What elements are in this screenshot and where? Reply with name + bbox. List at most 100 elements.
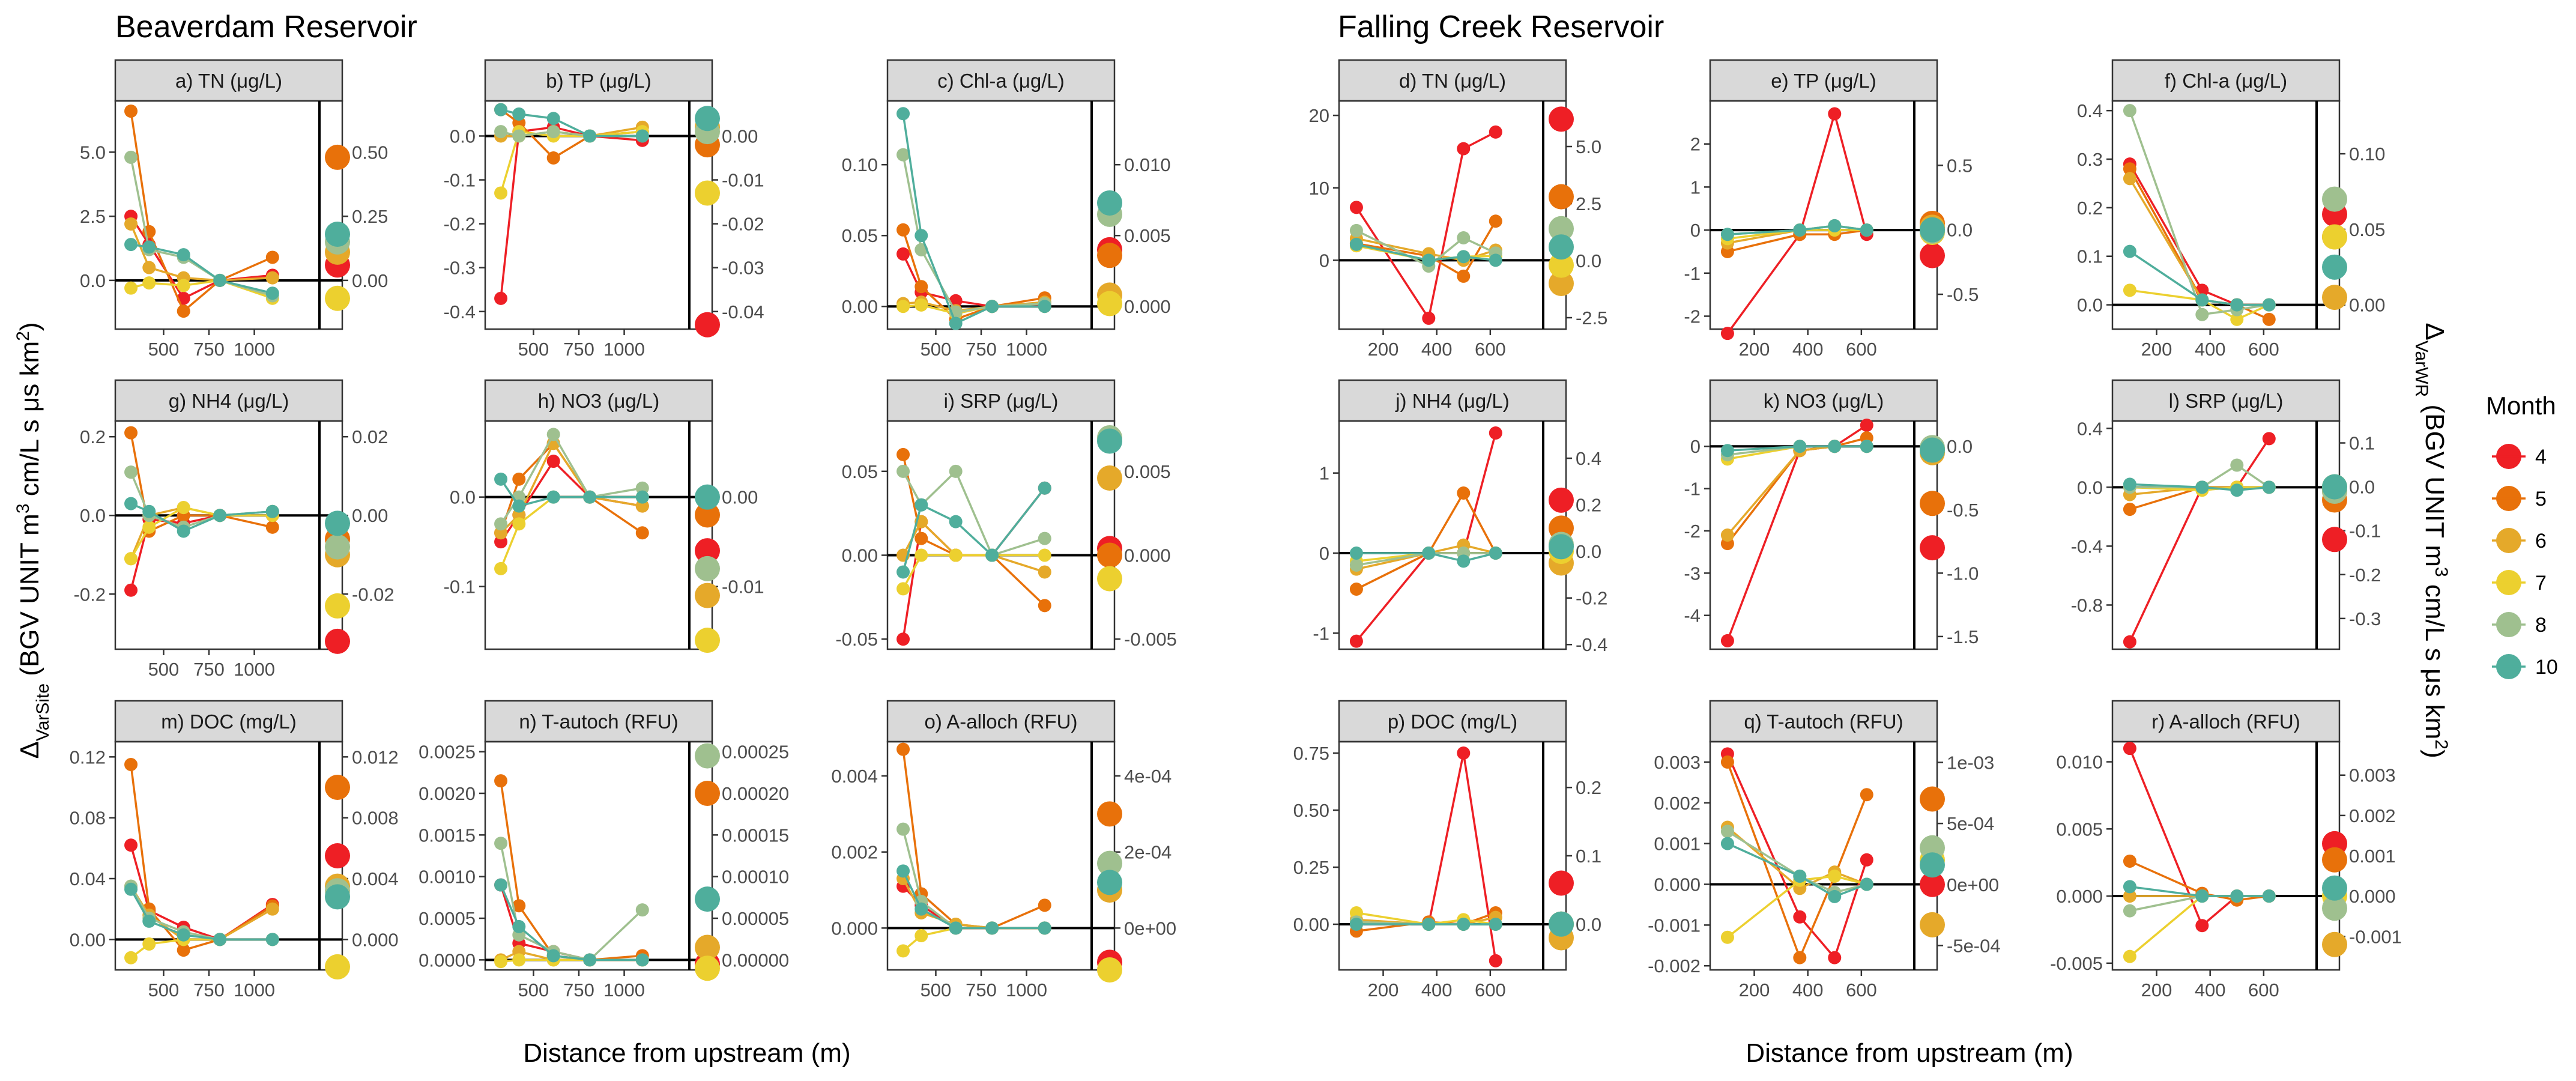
wr-point-month-7 — [325, 285, 350, 311]
point-month-8 — [896, 822, 910, 836]
point-month-10 — [1860, 223, 1873, 237]
y2-tick-label: 0.003 — [2349, 765, 2396, 786]
x-tick-label: 1000 — [603, 980, 645, 1001]
point-month-10 — [915, 902, 928, 916]
x-tick-label: 750 — [193, 980, 225, 1001]
series-line-month-8 — [1726, 830, 1867, 894]
y2-tick-label: 0.00000 — [722, 949, 789, 970]
x-tick-label: 1000 — [1006, 339, 1047, 360]
y-tick-label: 0.010 — [2056, 752, 2103, 773]
point-month-8 — [2195, 307, 2209, 321]
y-tick-label: 0.000 — [831, 918, 878, 939]
series-line-month-10 — [2129, 483, 2269, 491]
point-month-4 — [1489, 426, 1502, 440]
point-month-10 — [512, 107, 526, 121]
panel-17: q) T-autoch (RFU) -0.002 -0.001 0.000 0.001 0… — [1648, 700, 2001, 1001]
wr-point-month-6 — [695, 934, 720, 960]
point-month-5 — [896, 447, 910, 461]
y2-tick-label: 0.010 — [1124, 154, 1171, 175]
y-tick-label: 0.0020 — [419, 783, 476, 804]
panel-frame — [1338, 100, 1567, 330]
x-tick-label: 1000 — [603, 339, 645, 360]
point-month-10 — [2123, 880, 2136, 894]
point-month-10 — [985, 300, 999, 313]
x-tick-label: 500 — [148, 980, 180, 1001]
point-month-5 — [124, 426, 138, 440]
y2-tick-label: -0.005 — [1124, 629, 1177, 650]
wr-point-month-10 — [1920, 852, 1945, 878]
right-y-axis-title: ΔVarWR (BGV UNIT m3 cm/L s μs km2) — [2412, 322, 2452, 758]
point-month-8 — [124, 150, 138, 164]
y2-tick-label: 0.000 — [2349, 886, 2396, 907]
point-month-10 — [2195, 889, 2209, 903]
panel-strip-label: f) Chl-a (μg/L) — [2165, 70, 2287, 92]
x-tick-label: 750 — [966, 339, 997, 360]
wr-point-month-5 — [1549, 184, 1574, 210]
wr-point-month-8 — [2322, 895, 2347, 921]
point-month-10 — [494, 472, 508, 486]
point-month-5 — [896, 742, 910, 756]
point-month-5 — [1860, 788, 1873, 802]
point-month-7 — [1349, 906, 1363, 919]
y-tick-label: 0.0005 — [419, 908, 476, 929]
ylabel-right-text: (BGV UNIT m — [2420, 397, 2449, 567]
y-tick-label: 0.0010 — [419, 867, 476, 888]
point-month-10 — [1457, 250, 1471, 264]
point-month-6 — [2123, 172, 2136, 186]
wr-point-month-5 — [2322, 847, 2347, 873]
point-month-5 — [1038, 599, 1051, 613]
point-month-10 — [1489, 918, 1502, 931]
point-month-10 — [2262, 889, 2276, 903]
series-line-month-8 — [1356, 552, 1496, 566]
series-line-month-7 — [1727, 229, 1867, 240]
y-tick-label: 0.1 — [2077, 246, 2103, 267]
point-month-10 — [546, 490, 560, 504]
point-month-5 — [1457, 486, 1471, 500]
point-month-10 — [915, 498, 928, 512]
y-tick-label: 0.0015 — [419, 825, 476, 846]
point-month-10 — [512, 499, 526, 513]
wr-point-month-10 — [325, 510, 350, 536]
y-tick-label: -1 — [1313, 623, 1329, 644]
wr-point-month-7 — [1097, 957, 1122, 983]
y-tick-label: -0.05 — [835, 629, 878, 650]
y-tick-label: 0.000 — [2056, 886, 2103, 907]
wr-point-month-10 — [1097, 428, 1122, 454]
y-tick-label: -2 — [1684, 306, 1701, 327]
panel-strip — [886, 59, 1116, 102]
y2-tick-label: 0.012 — [352, 746, 399, 768]
point-month-10 — [1828, 440, 1842, 453]
legend-label-month-10: 10 — [2535, 656, 2558, 679]
y2-tick-label: 4e-04 — [1124, 766, 1172, 787]
panel-1: a) TN (μg/L) 0.0 2.5 5.0 0.00 0.25 0.50 500 750 1… — [80, 59, 388, 360]
point-month-8 — [1457, 231, 1471, 244]
panel-strip — [1709, 700, 1938, 743]
y-tick-label: -1 — [1684, 263, 1701, 284]
point-month-4 — [1489, 125, 1502, 139]
wr-point-month-6 — [695, 583, 720, 608]
series-line-month-4 — [1355, 131, 1496, 321]
point-month-10 — [142, 240, 156, 254]
point-month-4 — [2123, 635, 2136, 649]
point-month-10 — [1349, 918, 1363, 931]
x-tick-label: 750 — [193, 339, 225, 360]
y2-tick-label: 0.0 — [1947, 436, 1973, 457]
series-line-month-10 — [1727, 445, 1867, 452]
y2-tick-label: 0.008 — [352, 808, 399, 829]
x-tick-label: 500 — [518, 339, 549, 360]
panel-frame — [484, 740, 713, 971]
point-month-10 — [1457, 554, 1471, 568]
y2-tick-label: 0.0 — [1576, 541, 1601, 562]
y2-tick-label: -0.5 — [1947, 500, 1979, 521]
point-month-8 — [896, 148, 910, 162]
y-tick-label: 0.003 — [1654, 752, 1701, 773]
x-tick-label: 200 — [1368, 980, 1399, 1001]
x-tick-label: 400 — [1792, 339, 1824, 360]
series-line-month-7 — [1356, 912, 1496, 925]
ylabel-right-sub: VarWR — [2412, 341, 2432, 397]
y-tick-label: 0.0 — [2077, 477, 2103, 498]
series-line-month-10 — [2129, 885, 2269, 897]
y-tick-label: -2 — [1684, 521, 1701, 542]
x-tick-label: 600 — [2248, 980, 2279, 1001]
